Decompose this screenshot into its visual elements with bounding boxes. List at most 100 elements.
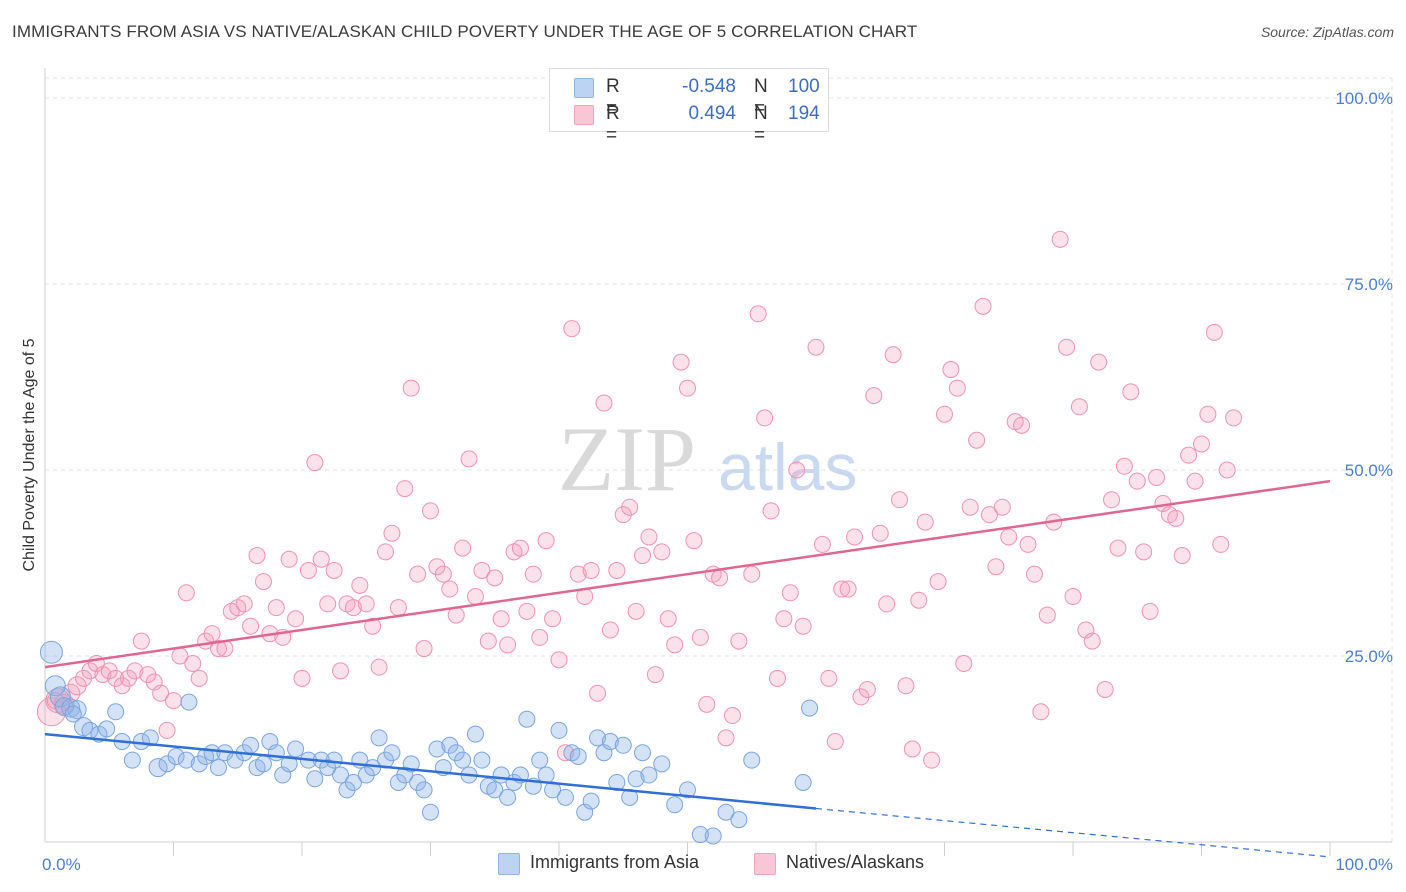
point-natives	[486, 569, 504, 587]
point-natives	[209, 640, 227, 658]
point-natives	[1090, 353, 1108, 371]
point-natives	[672, 353, 690, 371]
point-natives	[1019, 535, 1037, 553]
point-natives	[666, 636, 684, 654]
point-natives	[383, 524, 401, 542]
point-natives	[653, 543, 671, 561]
point-asia	[148, 758, 168, 778]
point-natives	[377, 543, 395, 561]
point-natives	[993, 498, 1011, 516]
point-natives	[332, 662, 350, 680]
point-natives	[306, 454, 324, 472]
point-natives	[1122, 383, 1140, 401]
point-natives	[839, 580, 857, 598]
point-natives	[987, 558, 1005, 576]
point-natives	[537, 532, 555, 550]
point-natives	[685, 532, 703, 550]
point-natives	[409, 565, 427, 583]
point-natives	[916, 513, 934, 531]
point-natives	[280, 550, 298, 568]
point-natives	[152, 684, 170, 702]
legend-r-value: -0.548	[682, 76, 736, 97]
point-natives	[499, 636, 517, 654]
point-natives	[1109, 539, 1127, 557]
point-natives	[1000, 528, 1018, 546]
point-natives	[1064, 587, 1082, 605]
point-natives	[434, 565, 452, 583]
watermark-zip: ZIP	[558, 408, 696, 510]
point-natives	[679, 379, 696, 397]
point-natives	[756, 409, 774, 427]
point-natives	[781, 584, 799, 602]
series-swatch-natives	[754, 853, 776, 875]
point-natives	[473, 561, 491, 579]
point-natives	[833, 580, 851, 598]
series-swatch-asia	[498, 853, 520, 875]
point-natives	[1205, 323, 1223, 341]
y-tick-label: 100.0%	[1335, 89, 1393, 108]
point-natives	[858, 680, 876, 698]
point-asia	[653, 755, 671, 773]
point-natives	[492, 610, 510, 628]
data-points	[36, 230, 1243, 845]
point-natives	[319, 595, 337, 613]
point-asia	[415, 781, 433, 799]
point-natives	[344, 599, 362, 617]
point-natives	[897, 677, 915, 695]
point-asia	[486, 781, 504, 799]
point-asia	[49, 686, 71, 708]
point-natives	[1193, 435, 1210, 453]
point-natives	[608, 561, 626, 579]
point-natives	[550, 651, 568, 669]
point-natives	[531, 628, 549, 646]
point-asia	[717, 803, 735, 821]
point-natives	[563, 320, 581, 338]
point-natives	[1025, 565, 1043, 583]
legend-n-label: N =	[754, 76, 768, 119]
point-natives	[749, 305, 767, 323]
point-natives	[846, 528, 864, 546]
point-asia	[466, 725, 484, 743]
point-natives	[711, 569, 729, 587]
trend-line-asia-extension	[815, 807, 1331, 858]
point-natives	[1180, 446, 1198, 464]
point-asia	[242, 736, 260, 754]
point-natives	[929, 573, 947, 591]
point-asia	[640, 766, 658, 784]
point-natives	[1135, 543, 1153, 561]
point-asia	[44, 675, 66, 697]
y-tick-label: 25.0%	[1345, 647, 1393, 666]
point-asia	[679, 781, 696, 799]
point-natives	[1051, 230, 1069, 248]
source-label: Source: ZipAtlas.com	[1260, 24, 1394, 40]
point-asia	[537, 766, 555, 784]
point-asia	[634, 744, 652, 762]
point-natives	[1032, 703, 1050, 721]
point-natives	[595, 394, 613, 412]
point-natives	[1218, 461, 1236, 479]
point-asia	[601, 733, 619, 751]
watermark: ZIP atlas	[558, 408, 857, 510]
point-natives	[891, 491, 909, 509]
watermark-atlas: atlas	[718, 430, 857, 504]
point-natives	[556, 744, 574, 762]
point-asia	[614, 736, 632, 754]
point-natives	[1141, 602, 1159, 620]
point-natives	[762, 502, 780, 520]
point-asia	[61, 698, 81, 718]
point-natives	[364, 617, 382, 635]
point-natives	[312, 550, 330, 568]
trend-lines	[44, 479, 1331, 858]
series-label-asia: Immigrants from Asia	[530, 852, 700, 872]
point-natives	[422, 502, 439, 520]
point-natives	[659, 610, 677, 628]
point-asia	[141, 729, 159, 747]
point-asia	[107, 703, 125, 721]
point-natives	[132, 632, 150, 650]
point-natives	[826, 733, 844, 751]
point-asia	[666, 796, 684, 814]
point-natives	[569, 565, 587, 583]
point-asia	[801, 699, 819, 717]
point-natives	[396, 480, 414, 498]
point-natives	[1103, 491, 1121, 509]
